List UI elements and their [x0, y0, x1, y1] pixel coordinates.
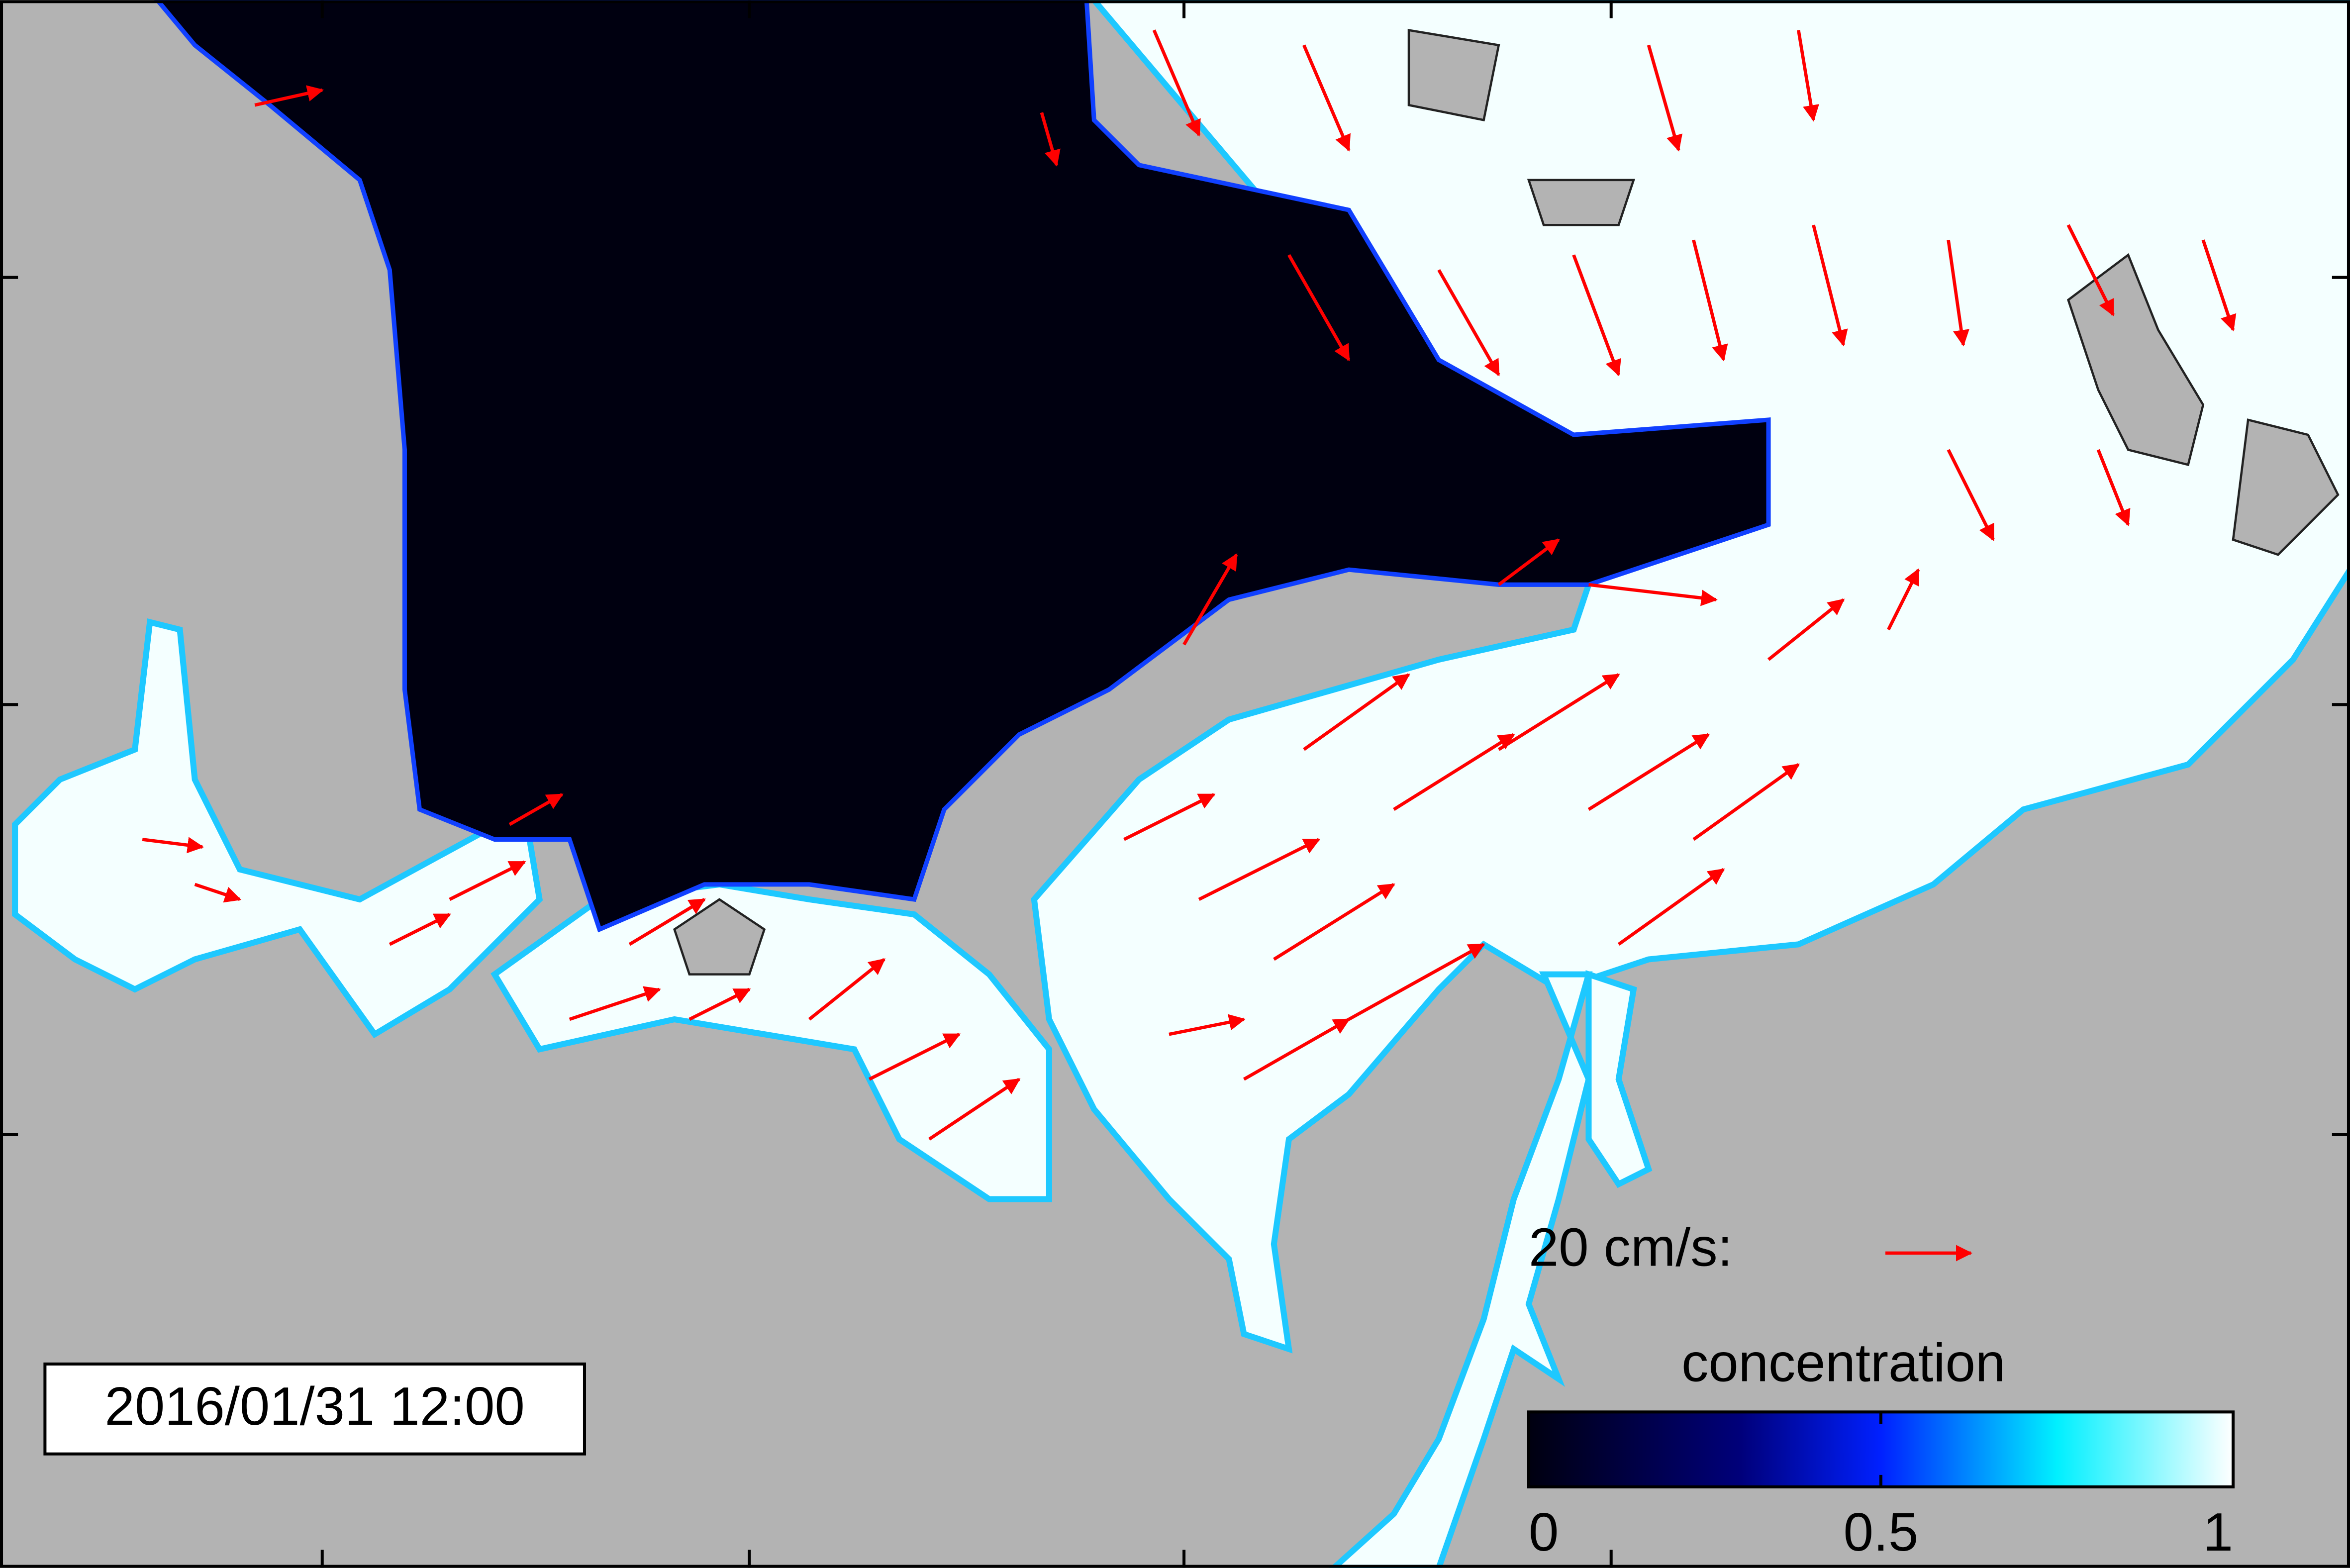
open-water	[154, 0, 1771, 933]
colorbar-tick-label: 0	[1529, 1502, 1559, 1562]
colorbar-tick-label: 1	[2203, 1502, 2233, 1562]
timestamp-box	[43, 1362, 586, 1456]
reference-arrow-label: 20 cm/s:	[1529, 1217, 1733, 1277]
colorbar-tick-label: 0.5	[1844, 1502, 1919, 1562]
timestamp: 2016/01/31 12:00	[105, 1376, 525, 1436]
colorbar-ticks: 0 0.5 1	[1527, 1412, 2235, 1562]
colorbar-label: concentration	[1681, 1333, 2005, 1393]
velocity-arrows	[142, 29, 2237, 1141]
colorbar	[1527, 1410, 2235, 1488]
